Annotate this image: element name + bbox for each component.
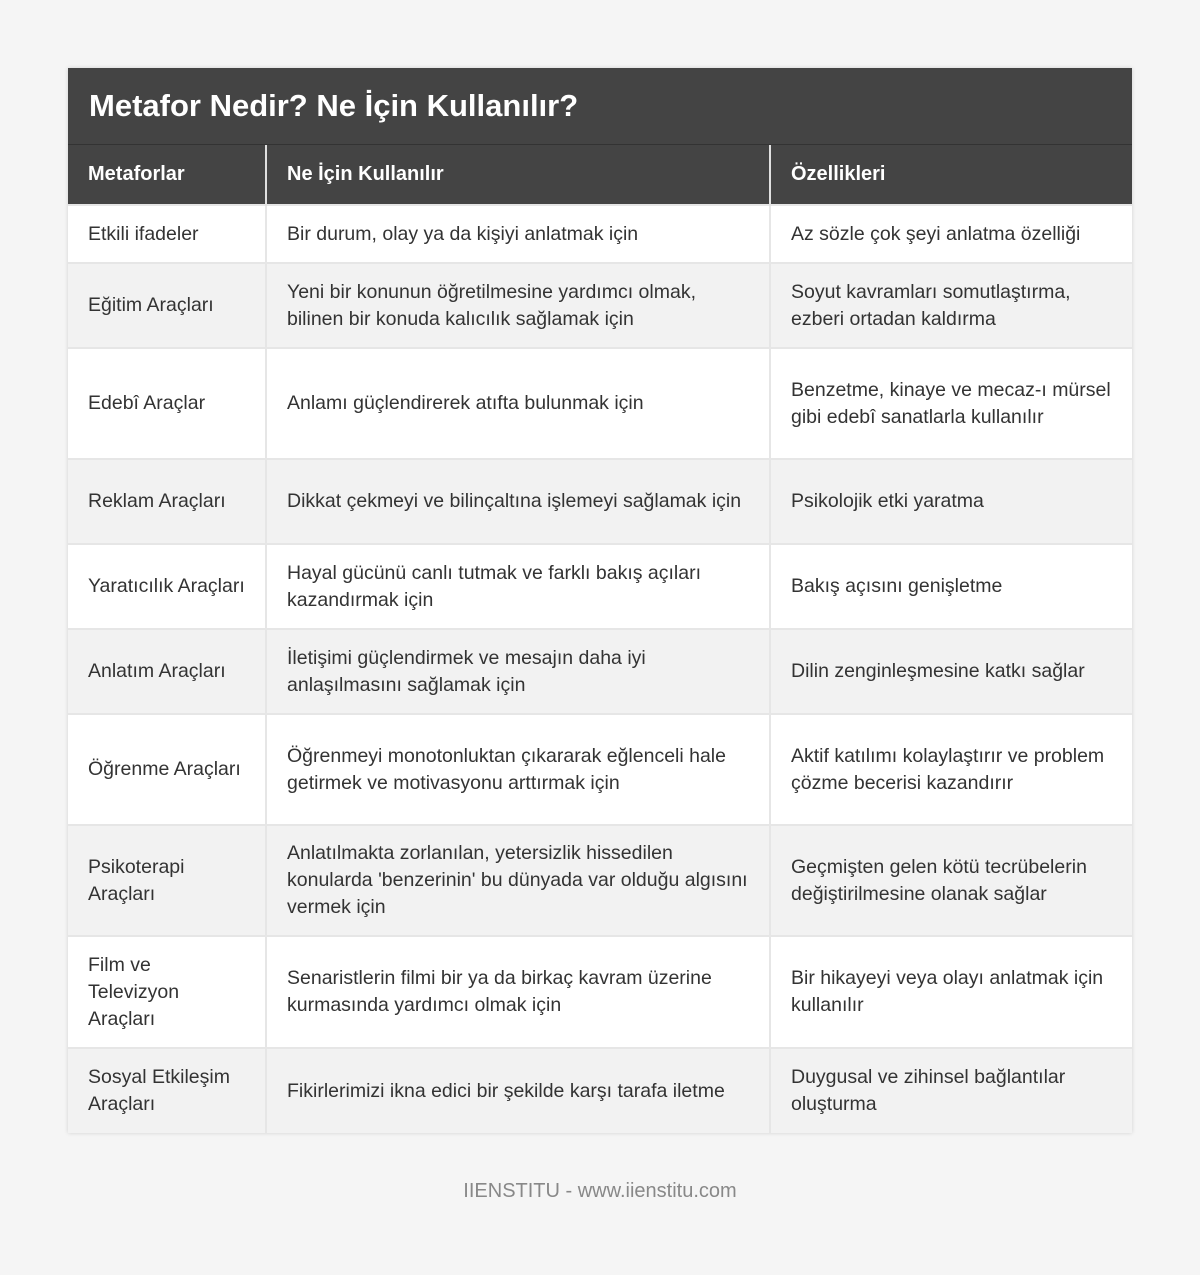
purpose-cell: Senaristlerin filmi bir ya da birkaç kav… xyxy=(265,935,770,1048)
feature-cell: Bakış açısını genişletme xyxy=(769,543,1132,629)
table-row: Sosyal Etkileşim Araçları Fikirlerimizi i… xyxy=(68,1047,1132,1133)
column-header: Ne İçin Kullanılır xyxy=(265,145,770,205)
purpose-cell: Fikirlerimizi ikna edici bir şekilde kar… xyxy=(265,1047,770,1133)
metaphor-cell: Yaratıcılık Araçları xyxy=(68,543,266,629)
column-header: Metaforlar xyxy=(68,145,266,205)
metaphor-cell: Edebî Araçlar xyxy=(68,347,266,459)
metaphor-cell: Reklam Araçları xyxy=(68,458,266,544)
table-row: Edebî Araçlar Anlamı güçlendirerek atıfta… xyxy=(68,347,1132,459)
table-row: Reklam Araçları Dikkat çekmeyi ve bilinça… xyxy=(68,458,1132,544)
table-card: Metafor Nedir? Ne İçin Kullanılır? Metaf… xyxy=(68,68,1132,1133)
table-row: Eğitim Araçları Yeni bir konunun öğretilm… xyxy=(68,262,1132,348)
purpose-cell: Dikkat çekmeyi ve bilinçaltına işlemeyi … xyxy=(265,458,770,544)
table-row: Film ve Televizyon Araçları Senaristlerin… xyxy=(68,935,1132,1048)
metaphor-cell: Psikoterapi Araçları xyxy=(68,824,266,936)
metaphor-cell: Eğitim Araçları xyxy=(68,262,266,348)
feature-cell: Psikolojik etki yaratma xyxy=(769,458,1132,544)
metaphor-cell: Sosyal Etkileşim Araçları xyxy=(68,1047,266,1133)
feature-cell: Duygusal ve zihinsel bağlantılar oluştur… xyxy=(769,1047,1132,1133)
purpose-cell: Hayal gücünü canlı tutmak ve farklı bakı… xyxy=(265,543,770,629)
purpose-cell: Anlatılmakta zorlanılan, yetersizlik his… xyxy=(265,824,770,936)
table-row: Etkili ifadeler Bir durum, olay ya da kiş… xyxy=(68,204,1132,263)
header-row: Metaforlar Ne İçin Kullanılır Özellikler… xyxy=(68,145,1132,205)
purpose-cell: Bir durum, olay ya da kişiyi anlatmak iç… xyxy=(265,204,770,263)
purpose-cell: Öğrenmeyi monotonluktan çıkararak eğlenc… xyxy=(265,713,770,825)
feature-cell: Aktif katılımı kolaylaştırır ve problem … xyxy=(769,713,1132,825)
purpose-cell: Yeni bir konunun öğretilmesine yardımcı … xyxy=(265,262,770,348)
feature-cell: Az sözle çok şeyi anlatma özelliği xyxy=(769,204,1132,263)
feature-cell: Dilin zenginleşmesine katkı sağlar xyxy=(769,628,1132,714)
metaphor-table: Metaforlar Ne İçin Kullanılır Özellikler… xyxy=(68,145,1132,1133)
table-row: Yaratıcılık Araçları Hayal gücünü canlı t… xyxy=(68,543,1132,629)
column-header: Özellikleri xyxy=(769,145,1132,205)
feature-cell: Geçmişten gelen kötü tecrübelerin değişt… xyxy=(769,824,1132,936)
footer-credit: IIENSTITU - www.iienstitu.com xyxy=(463,1180,737,1202)
purpose-cell: Anlamı güçlendirerek atıfta bulunmak içi… xyxy=(265,347,770,459)
metaphor-cell: Film ve Televizyon Araçları xyxy=(68,935,266,1048)
feature-cell: Bir hikayeyi veya olayı anlatmak için ku… xyxy=(769,935,1132,1048)
table-row: Anlatım Araçları İletişimi güçlendirmek v… xyxy=(68,628,1132,714)
feature-cell: Benzetme, kinaye ve mecaz-ı mürsel gibi … xyxy=(769,347,1132,459)
purpose-cell: İletişimi güçlendirmek ve mesajın daha i… xyxy=(265,628,770,714)
feature-cell: Soyut kavramları somutlaştırma, ezberi o… xyxy=(769,262,1132,348)
metaphor-cell: Anlatım Araçları xyxy=(68,628,266,714)
table-row: Öğrenme Araçları Öğrenmeyi monotonluktan … xyxy=(68,713,1132,825)
table-title: Metafor Nedir? Ne İçin Kullanılır? xyxy=(68,68,1132,145)
metaphor-cell: Öğrenme Araçları xyxy=(68,713,266,825)
table-row: Psikoterapi Araçları Anlatılmakta zorlanı… xyxy=(68,824,1132,936)
metaphor-cell: Etkili ifadeler xyxy=(68,204,266,263)
